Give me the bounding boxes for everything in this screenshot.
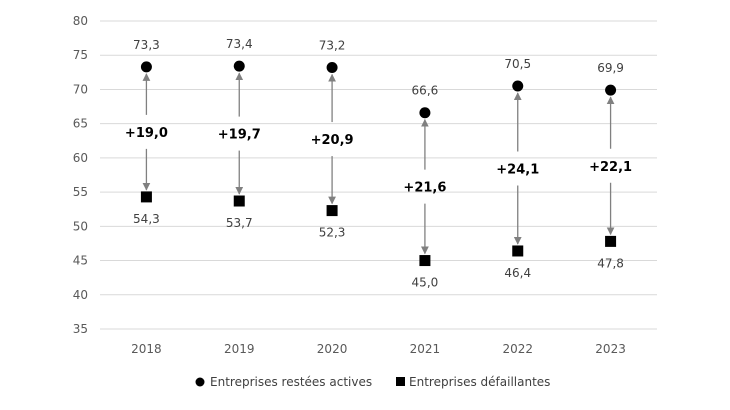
y-tick-label: 70 xyxy=(73,82,88,96)
point-defaillantes xyxy=(605,235,617,247)
point-defaillantes xyxy=(326,205,338,217)
x-tick-label: 2019 xyxy=(224,342,255,356)
x-tick-label: 2022 xyxy=(502,342,533,356)
y-tick-label: 45 xyxy=(73,254,88,268)
label-actives: 70,5 xyxy=(504,57,531,71)
y-tick-label: 50 xyxy=(73,219,88,233)
point-actives xyxy=(140,61,152,73)
y-tick-label: 35 xyxy=(73,322,88,336)
label-defaillantes: 53,7 xyxy=(226,216,253,230)
label-defaillantes: 54,3 xyxy=(133,212,160,226)
gap-label: +19,7 xyxy=(218,128,261,143)
label-actives: 66,6 xyxy=(412,84,439,98)
label-actives: 69,9 xyxy=(597,61,624,75)
point-actives xyxy=(512,80,524,92)
gap-label: +19,0 xyxy=(125,126,168,141)
label-defaillantes: 47,8 xyxy=(597,256,624,270)
label-defaillantes: 46,4 xyxy=(504,266,531,280)
point-actives xyxy=(233,60,245,72)
y-tick-label: 75 xyxy=(73,48,88,62)
point-defaillantes xyxy=(140,191,152,203)
gap-arrows xyxy=(142,72,615,255)
y-tick-label: 80 xyxy=(73,14,88,28)
grid-lines xyxy=(100,20,657,330)
legend-square-marker xyxy=(396,377,405,386)
y-tick-label: 55 xyxy=(73,185,88,199)
label-defaillantes: 45,0 xyxy=(412,276,439,290)
legend-circle-marker xyxy=(195,377,205,387)
label-actives: 73,4 xyxy=(226,37,253,51)
y-tick-label: 60 xyxy=(73,151,88,165)
gap-label: +24,1 xyxy=(496,162,539,177)
x-tick-label: 2023 xyxy=(595,342,626,356)
x-tick-label: 2020 xyxy=(317,342,348,356)
legend-label-defaillantes: Entreprises défaillantes xyxy=(409,375,550,389)
y-tick-label: 65 xyxy=(73,117,88,131)
x-tick-label: 2021 xyxy=(410,342,441,356)
legend: Entreprises restées actives Entreprises … xyxy=(195,375,550,389)
point-defaillantes xyxy=(512,245,524,257)
point-defaillantes xyxy=(419,255,431,267)
point-defaillantes xyxy=(233,195,245,207)
gap-label: +22,1 xyxy=(589,160,632,175)
gap-label: +21,6 xyxy=(403,181,446,196)
x-tick-label: 2018 xyxy=(131,342,162,356)
label-defaillantes: 52,3 xyxy=(319,226,346,240)
y-tick-label: 40 xyxy=(73,288,88,302)
point-actives xyxy=(605,84,617,96)
label-actives: 73,2 xyxy=(319,39,346,53)
x-axis-ticks: 2018 2019 2020 2021 2022 2023 xyxy=(131,342,626,356)
legend-label-actives: Entreprises restées actives xyxy=(210,375,372,389)
data-labels: +19,0 73,3 54,3 +19,7 73,4 53,7 +20,9 73,2 52,3 +… xyxy=(125,37,632,289)
point-actives xyxy=(326,62,338,74)
data-points xyxy=(140,60,617,267)
label-actives: 73,3 xyxy=(133,38,160,52)
gap-label: +20,9 xyxy=(311,133,354,148)
point-actives xyxy=(419,107,431,119)
y-axis-ticks: 35 40 45 50 55 60 65 70 75 80 xyxy=(73,14,88,336)
